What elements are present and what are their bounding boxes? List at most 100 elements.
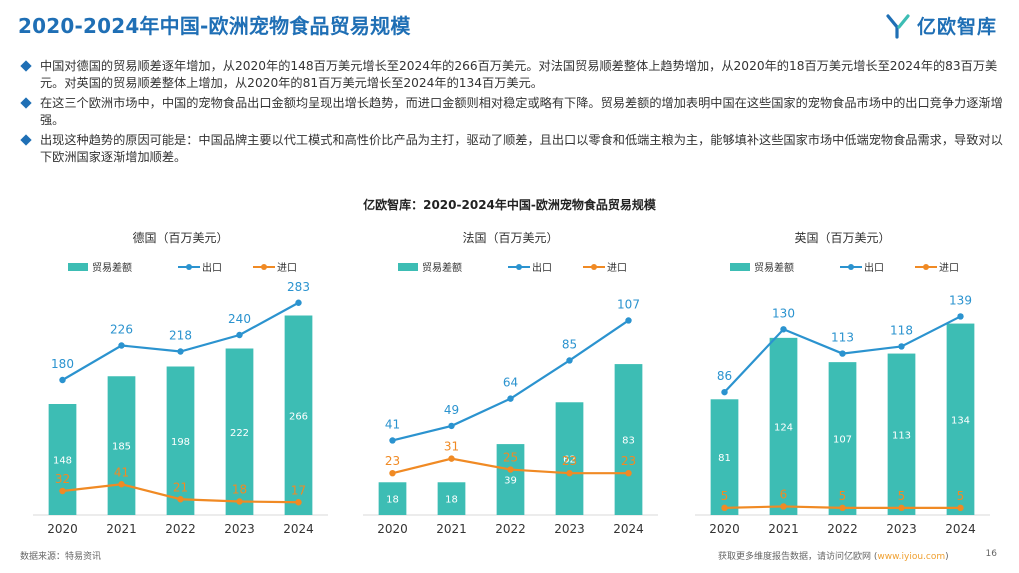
legend-swatch-marker — [848, 264, 854, 270]
value-label-import: 32 — [55, 472, 70, 486]
chart-subtitle: 德国（百万美元） — [132, 230, 228, 245]
value-label-import: 17 — [291, 483, 306, 497]
value-label-export: 113 — [831, 331, 854, 345]
legend-label: 出口 — [864, 261, 884, 274]
chart-germany: 德国（百万美元） 贸易差额 出口 进口 148 185 198 222 266 180 226 218… — [33, 230, 328, 536]
summary-list: 中国对德国的贸易顺差逐年增加，从2020年的148百万美元增长至2024年的26… — [20, 58, 1007, 169]
x-tick-label: 2024 — [945, 522, 976, 536]
footer-note: 获取更多维度报告数据，请访问亿欧网 (www.iyiou.com) — [718, 552, 949, 562]
page-number: 16 — [985, 549, 997, 559]
bar-trade-balance — [769, 337, 798, 515]
value-label-export: 283 — [287, 280, 310, 294]
x-tick-label: 2024 — [613, 522, 644, 536]
value-label-export: 107 — [617, 297, 640, 311]
bar-value-label: 266 — [289, 411, 308, 422]
bar-value-label: 124 — [774, 422, 793, 433]
value-label-import: 25 — [503, 451, 518, 465]
website-link[interactable]: www.iyiou.com — [877, 552, 946, 562]
legend-label: 出口 — [532, 261, 552, 274]
point-import — [625, 469, 632, 477]
diamond-bullet-icon — [20, 97, 32, 109]
value-label-export: 180 — [51, 357, 74, 371]
value-label-import: 41 — [114, 465, 129, 479]
value-label-export: 86 — [717, 369, 732, 383]
chart-uk: 英国（百万美元） 贸易差额 出口 进口 81 124 107 113 134 86 130 113 11… — [695, 231, 990, 536]
x-tick-label: 2020 — [47, 522, 78, 536]
bar-trade-balance — [284, 315, 313, 515]
bar-value-label: 222 — [230, 428, 249, 439]
value-label-import: 5 — [957, 489, 965, 503]
bar-value-label: 134 — [951, 415, 970, 426]
value-label-export: 240 — [228, 312, 251, 326]
bar-value-label: 18 — [445, 495, 458, 506]
bar-trade-balance — [378, 482, 407, 515]
value-label-export: 226 — [110, 323, 133, 337]
bar-value-label: 198 — [171, 437, 190, 448]
data-source: 数据来源：特易资讯 — [20, 552, 102, 562]
chart-title: 亿欧智库：2020-2024年中国-欧洲宠物食品贸易规模 — [363, 198, 656, 212]
point-export — [236, 331, 243, 339]
page-title: 2020-2024年中国-欧洲宠物食品贸易规模 — [18, 14, 411, 38]
logo-icon — [886, 13, 910, 39]
value-label-import: 5 — [721, 489, 729, 503]
bar-trade-balance — [166, 366, 195, 515]
point-import — [295, 499, 302, 506]
bar-trade-balance — [946, 323, 975, 515]
legend-swatch-marker — [923, 264, 929, 270]
point-import — [236, 498, 243, 505]
x-tick-label: 2022 — [165, 522, 196, 536]
point-export — [625, 317, 632, 324]
point-export — [118, 342, 125, 349]
diamond-bullet-icon — [20, 60, 32, 72]
bar-trade-balance — [437, 482, 466, 515]
bar-trade-balance — [614, 364, 643, 515]
point-import — [898, 504, 905, 512]
bar-value-label: 39 — [504, 476, 517, 487]
bar-value-label: 83 — [622, 436, 635, 447]
summary-item: 出现这种趋势的原因可能是：中国品牌主要以代工模式和高性价比产品为主打，驱动了顺差… — [20, 132, 1007, 166]
x-tick-label: 2021 — [436, 522, 467, 536]
x-tick-label: 2023 — [554, 522, 585, 536]
x-tick-label: 2020 — [709, 522, 740, 536]
legend-label: 进口 — [607, 262, 627, 274]
legend-label: 贸易差额 — [92, 261, 132, 274]
bar-value-label: 107 — [833, 435, 852, 446]
value-label-import: 5 — [898, 489, 906, 503]
value-label-export: 118 — [890, 323, 913, 337]
logo-text: 亿欧智库 — [916, 16, 997, 38]
point-export — [59, 376, 66, 384]
point-export — [177, 348, 184, 355]
chart-panel-uk: 英国（百万美元） 贸易差额 出口 进口 81 124 107 113 134 86 130 113 11… — [680, 220, 1005, 550]
point-export — [507, 395, 514, 402]
x-tick-label: 2023 — [886, 522, 917, 536]
point-export — [389, 437, 396, 444]
bar-trade-balance — [107, 376, 136, 515]
summary-item: 在这三个欧洲市场中，中国的宠物食品出口金额均呈现出增长趋势，而进口金额则相对稳定… — [20, 95, 1007, 129]
point-import — [839, 504, 846, 512]
legend-swatch-marker — [591, 264, 597, 270]
value-label-export: 85 — [562, 337, 577, 351]
point-import — [389, 469, 396, 477]
point-import — [118, 481, 125, 488]
bar-value-label: 148 — [53, 456, 72, 467]
point-import — [780, 503, 787, 510]
chart-subtitle: 英国（百万美元） — [794, 231, 890, 245]
value-label-export: 64 — [503, 376, 518, 390]
point-export — [448, 422, 455, 430]
bar-value-label: 113 — [892, 430, 911, 441]
value-label-export: 218 — [169, 329, 192, 343]
bar-value-label: 81 — [718, 453, 731, 464]
value-label-export: 130 — [772, 306, 795, 320]
legend-label: 出口 — [202, 261, 222, 274]
point-import — [448, 455, 455, 462]
bar-trade-balance — [887, 353, 916, 515]
value-label-export: 49 — [444, 403, 459, 417]
legend-swatch-bar — [398, 263, 418, 271]
point-import — [177, 496, 184, 503]
point-export — [780, 326, 787, 333]
bar-trade-balance — [48, 404, 77, 515]
legend-swatch-bar — [68, 263, 88, 271]
bar-trade-balance — [555, 402, 584, 515]
chart-france: 法国（百万美元） 贸易差额 出口 进口 18 18 39 62 83 41 49 64 85 107 23 3… — [363, 231, 658, 536]
legend-label: 进口 — [939, 262, 959, 274]
